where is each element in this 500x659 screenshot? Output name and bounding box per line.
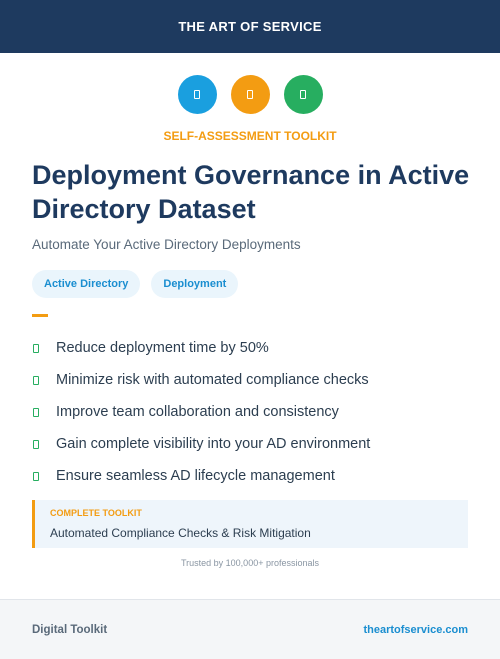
benefit-item: Minimize risk with automated compliance … — [32, 364, 472, 396]
page-title: Deployment Governance in Active Director… — [32, 160, 470, 224]
check-icon — [33, 407, 39, 417]
benefit-text: Improve team collaboration and consisten… — [56, 404, 339, 420]
benefit-text: Gain complete visibility into your AD en… — [56, 436, 371, 452]
check-icon — [33, 471, 39, 481]
check-icon — [33, 343, 39, 353]
tag-active-directory: Active Directory — [32, 270, 141, 298]
benefit-item: Improve team collaboration and consisten… — [32, 396, 472, 428]
tag-list: Active Directory Deployment — [32, 270, 239, 298]
check-icon — [33, 439, 39, 449]
brand-name: THE ART OF SERVICE — [178, 19, 322, 34]
benefit-text: Minimize risk with automated compliance … — [56, 372, 369, 388]
footer-bar: Digital Toolkit theartofservice.com — [0, 599, 500, 659]
toolkit-eyebrow: SELF-ASSESSMENT TOOLKIT — [163, 129, 337, 143]
benefit-item: Ensure seamless AD lifecycle management — [32, 460, 472, 492]
callout-text: Automated Compliance Checks & Risk Mitig… — [50, 526, 311, 540]
clipboard-icon — [230, 75, 270, 114]
trusted-note: Trusted by 100,000+ professionals — [180, 558, 319, 568]
toolkit-callout: COMPLETE TOOLKIT Automated Compliance Ch… — [32, 500, 468, 548]
benefit-list: Reduce deployment time by 50% Minimize r… — [32, 332, 472, 492]
benefit-item: Gain complete visibility into your AD en… — [32, 428, 472, 460]
checklist-icon — [283, 75, 323, 114]
benefit-text: Ensure seamless AD lifecycle management — [56, 468, 335, 484]
accent-divider — [32, 314, 48, 317]
callout-label: COMPLETE TOOLKIT — [50, 508, 142, 518]
header-bar: THE ART OF SERVICE — [0, 0, 500, 53]
tag-deployment: Deployment — [151, 270, 239, 298]
page-subtitle: Automate Your Active Directory Deploymen… — [32, 237, 301, 252]
check-icon — [33, 375, 39, 385]
footer-label: Digital Toolkit — [32, 623, 108, 636]
footer-website-link[interactable]: theartofservice.com — [363, 623, 468, 636]
icon-row — [0, 75, 500, 114]
document-icon — [177, 75, 217, 114]
benefit-item: Reduce deployment time by 50% — [32, 332, 472, 364]
benefit-text: Reduce deployment time by 50% — [56, 340, 269, 356]
